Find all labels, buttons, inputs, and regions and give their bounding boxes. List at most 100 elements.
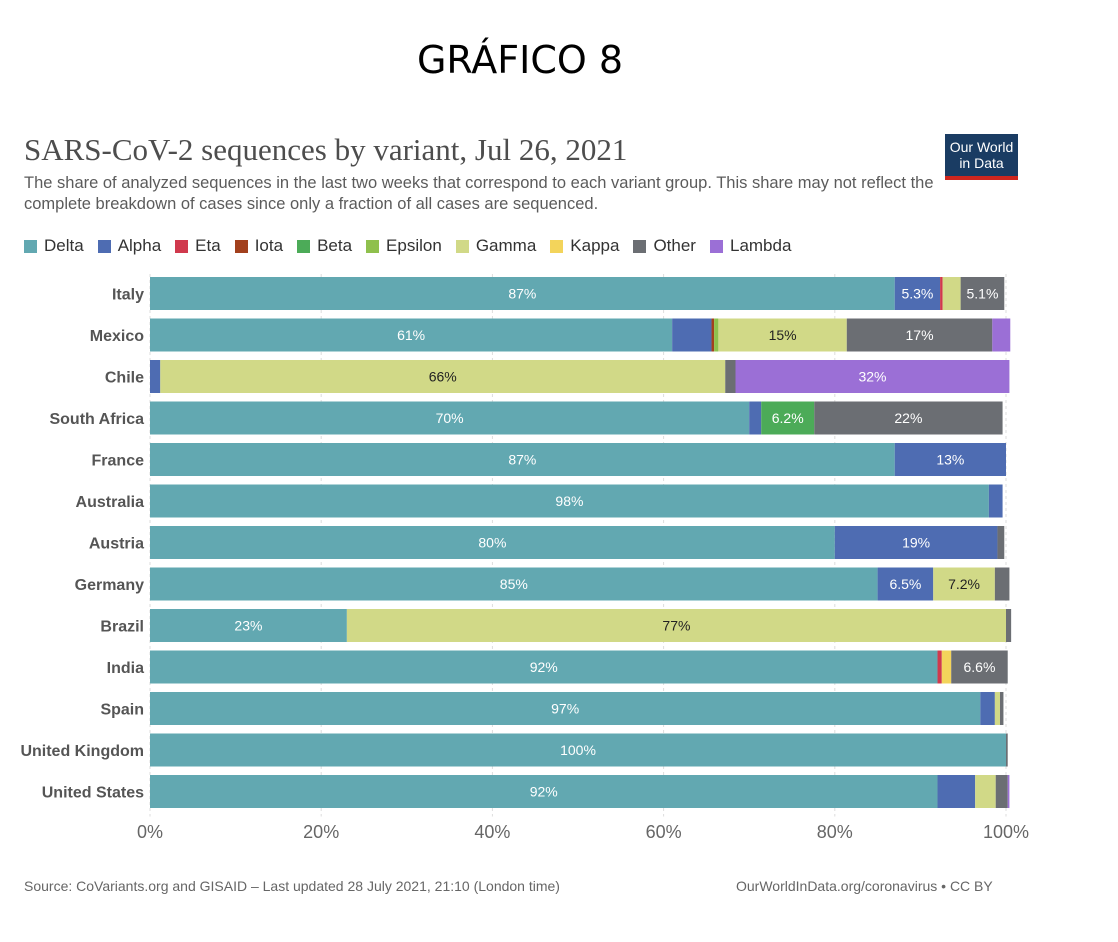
bar-segment-lambda bbox=[735, 360, 1010, 393]
header-title: GRÁFICO 8 bbox=[416, 38, 624, 82]
bar-segment-other bbox=[995, 775, 1008, 808]
bar-segment-other bbox=[951, 650, 1008, 684]
data-label: 19% bbox=[902, 535, 930, 551]
bar-segment-delta bbox=[150, 692, 981, 725]
legend-item-beta[interactable]: Beta bbox=[297, 236, 352, 256]
bar-segment-epsilon bbox=[714, 318, 719, 352]
data-label: 87% bbox=[508, 452, 536, 468]
legend-swatch bbox=[366, 239, 380, 253]
bar-segment-delta bbox=[150, 775, 938, 808]
bar-segment-delta bbox=[150, 318, 673, 352]
legend-item-gamma[interactable]: Gamma bbox=[455, 236, 537, 256]
data-label: 13% bbox=[936, 452, 964, 468]
bar-segment-gamma bbox=[975, 775, 996, 808]
bar-segment-eta bbox=[937, 650, 942, 684]
data-label: 100% bbox=[560, 742, 596, 758]
x-tick-label: 80% bbox=[817, 822, 853, 842]
x-tick-label: 60% bbox=[646, 822, 682, 842]
bar-segment-delta bbox=[150, 609, 347, 642]
legend-label: Kappa bbox=[570, 236, 620, 255]
logo-line-2: in Data bbox=[959, 155, 1004, 171]
category-label: Australia bbox=[76, 494, 145, 511]
bar-segment-delta bbox=[150, 484, 989, 518]
legend-item-delta[interactable]: Delta bbox=[24, 236, 84, 256]
bar-segment-alpha bbox=[894, 443, 1006, 476]
legend-label: Beta bbox=[317, 236, 353, 255]
bar-segment-other bbox=[1006, 609, 1012, 642]
bar-segment-iota bbox=[711, 318, 715, 352]
bar-segment-eta bbox=[940, 277, 943, 310]
data-label: 98% bbox=[555, 493, 583, 509]
x-tick-label: 100% bbox=[983, 822, 1029, 842]
bar-segment-other bbox=[997, 526, 1005, 559]
data-label: 6.6% bbox=[964, 659, 996, 675]
bar-segment-other bbox=[814, 401, 1003, 435]
legend-swatch bbox=[297, 239, 311, 253]
legend-label: Epsilon bbox=[386, 236, 442, 255]
footer-source: Source: CoVariants.org and GISAID – Last… bbox=[24, 878, 560, 894]
legend-swatch bbox=[633, 239, 647, 253]
legend-item-kappa[interactable]: Kappa bbox=[550, 236, 619, 256]
category-label: France bbox=[92, 453, 145, 470]
data-label: 70% bbox=[436, 410, 464, 426]
data-label: 7.2% bbox=[948, 576, 980, 592]
category-label: Austria bbox=[89, 536, 144, 553]
category-label: United States bbox=[42, 785, 144, 802]
bar-segment-lambda bbox=[1007, 775, 1010, 808]
bar-segment-kappa bbox=[941, 650, 952, 684]
bar-segment-delta bbox=[150, 733, 1006, 767]
legend-swatch bbox=[234, 239, 248, 253]
stacked-bar-chart: 0% 20% 40% 60% 80% 100% Italy 87% 5.3% 5.1% Mexico… bbox=[20, 274, 1029, 842]
bar-segment-alpha bbox=[877, 567, 934, 601]
category-label: Brazil bbox=[100, 619, 144, 636]
legend-item-iota[interactable]: Iota bbox=[234, 236, 284, 256]
bar-segment-alpha bbox=[988, 484, 1003, 518]
bar-segment-delta bbox=[150, 401, 750, 435]
bar-segment-gamma bbox=[933, 567, 995, 601]
legend-label: Other bbox=[653, 236, 696, 255]
bar-segment-gamma bbox=[160, 360, 726, 393]
legend-swatch bbox=[175, 239, 189, 253]
data-label: 85% bbox=[500, 576, 528, 592]
legend-label: Lambda bbox=[729, 236, 792, 255]
data-label: 17% bbox=[906, 327, 934, 343]
bar-segment-gamma bbox=[942, 277, 961, 310]
bar-segment-alpha bbox=[834, 526, 998, 559]
bar-segment-alpha bbox=[150, 360, 161, 393]
legend-item-eta[interactable]: Eta bbox=[175, 236, 221, 256]
bar-segment-alpha bbox=[980, 692, 995, 725]
legend-label: Iota bbox=[254, 236, 284, 255]
legend-label: Alpha bbox=[117, 236, 162, 255]
chart-subtitle: The share of analyzed sequences in the l… bbox=[24, 174, 934, 213]
owid-logo[interactable]: Our World in Data bbox=[945, 134, 1018, 180]
data-label: 77% bbox=[662, 618, 690, 634]
category-label: South Africa bbox=[49, 411, 144, 428]
data-label: 6.5% bbox=[889, 576, 921, 592]
category-label: Spain bbox=[100, 702, 144, 719]
data-label: 32% bbox=[858, 369, 886, 385]
x-tick-label: 40% bbox=[474, 822, 510, 842]
bar-segment-gamma bbox=[346, 609, 1006, 642]
data-label: 23% bbox=[234, 618, 262, 634]
bar-segment-other bbox=[1006, 733, 1008, 767]
category-label: Italy bbox=[112, 287, 144, 304]
bar-segment-alpha bbox=[937, 775, 976, 808]
data-label: 61% bbox=[397, 327, 425, 343]
legend-item-other[interactable]: Other bbox=[633, 236, 696, 256]
x-tick-label: 0% bbox=[137, 822, 163, 842]
legend-swatch bbox=[709, 239, 723, 253]
category-label: Chile bbox=[105, 370, 144, 387]
legend-label: Delta bbox=[44, 236, 84, 255]
chart-title: SARS-CoV-2 sequences by variant, Jul 26,… bbox=[24, 132, 628, 167]
data-label: 5.1% bbox=[966, 286, 998, 302]
legend-item-lambda[interactable]: Lambda bbox=[709, 236, 792, 256]
bar-segment-delta bbox=[150, 650, 938, 684]
legend-item-epsilon[interactable]: Epsilon bbox=[366, 236, 442, 256]
legend-label: Gamma bbox=[475, 236, 537, 255]
legend-item-alpha[interactable]: Alpha bbox=[97, 236, 162, 256]
bar-segment-other bbox=[1000, 692, 1004, 725]
chart-legend: Delta Alpha Eta Iota Beta Epsilon Gamma Kappa Ot… bbox=[24, 236, 805, 256]
data-label: 97% bbox=[551, 701, 579, 717]
footer-credit[interactable]: OurWorldInData.org/coronavirus • CC BY bbox=[736, 878, 993, 894]
data-label: 22% bbox=[894, 410, 922, 426]
